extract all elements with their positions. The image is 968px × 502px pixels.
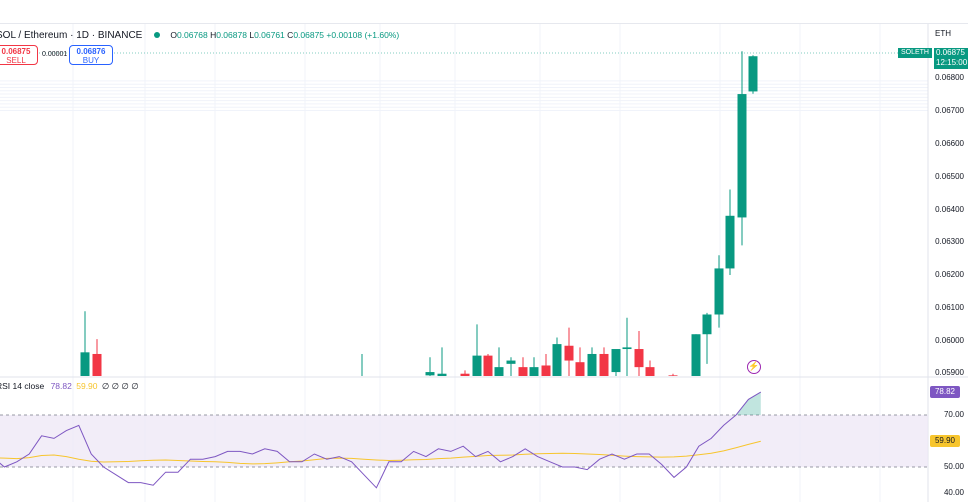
candle-body [80, 352, 90, 376]
buy-label: BUY [82, 56, 100, 65]
price-tick: 0.06400 [935, 205, 964, 214]
buy-price: 0.06876 [76, 47, 106, 56]
candle-body [599, 353, 609, 376]
rsi-value: 78.82 [50, 381, 72, 391]
candle-body [552, 344, 562, 376]
candle-body [437, 373, 447, 376]
rsi-line [0, 391, 762, 489]
symbol-tag: SOLETH [898, 48, 932, 58]
symbol-header: SOL / Ethereum · 1D · BINANCE O0.06768 H… [0, 27, 399, 43]
candle-body [668, 375, 678, 376]
candle-body [702, 314, 712, 335]
candle-body [691, 334, 701, 376]
price-tick: 0.06700 [935, 106, 964, 115]
bar-countdown: 12:15:00 [936, 58, 968, 67]
buy-button[interactable]: 0.06876 BUY [69, 45, 113, 65]
top-divider [0, 23, 968, 24]
market-status-icon [154, 32, 161, 38]
sell-price: 0.06875 [1, 47, 31, 56]
candle-body [541, 365, 551, 376]
current-price: 0.06875 [936, 48, 965, 57]
price-tick: 0.06000 [935, 336, 964, 345]
rsi-tick: 50.00 [943, 462, 964, 471]
ohlc-readout: O0.06768 H0.06878 L0.06761 C0.06875 +0.0… [170, 30, 400, 40]
symbol-title[interactable]: SOL / Ethereum · 1D · BINANCE [0, 29, 143, 41]
candle-body [714, 268, 724, 315]
price-tick: 0.05900 [935, 368, 964, 377]
candle-body [506, 360, 516, 364]
currency-label[interactable]: ETH [935, 29, 951, 38]
candle-body [494, 367, 504, 376]
candle-body [587, 353, 597, 376]
candle-body [564, 345, 574, 361]
rsi-tick: 70.00 [943, 410, 964, 419]
rsi-band [0, 415, 928, 467]
price-tick: 0.06800 [935, 73, 964, 82]
candle-body [645, 367, 655, 376]
candle-body [460, 373, 470, 376]
rsi-value-tag: 78.82 [930, 386, 960, 398]
candle-body [518, 367, 528, 376]
candle-body [634, 349, 644, 368]
candle-body [575, 362, 585, 376]
candle-body [483, 355, 493, 376]
candle-body [472, 355, 482, 376]
rsi-legend[interactable]: RSI 14 close 78.82 59.90 ∅ ∅ ∅ ∅ [0, 381, 139, 392]
current-price-tag: 0.06875 12:15:00 [934, 48, 968, 69]
lightning-icon[interactable]: ⚡ [747, 360, 761, 374]
candle-body [748, 56, 758, 92]
rsi-ma-line [0, 440, 761, 465]
candle-body [622, 347, 632, 350]
rsi-ma-tag: 59.90 [930, 435, 960, 447]
price-tick: 0.06600 [935, 139, 964, 148]
candle-body [358, 384, 367, 385]
candle-body [725, 215, 735, 269]
rsi-null-values: ∅ ∅ ∅ ∅ [101, 381, 139, 391]
candle-body [92, 353, 102, 376]
price-tick: 0.06100 [935, 303, 964, 312]
price-tick: 0.06300 [935, 237, 964, 246]
candles-group [80, 51, 758, 385]
rsi-name: RSI 14 close [0, 381, 45, 391]
candle-body [529, 367, 539, 376]
candle-body [611, 349, 621, 373]
rsi-ma-value: 59.90 [76, 381, 98, 391]
price-tick: 0.06500 [935, 172, 964, 181]
price-tick: 0.06200 [935, 270, 964, 279]
spread-value: 0.00001 [42, 51, 68, 58]
rsi-tick: 40.00 [943, 488, 964, 497]
sell-label: SELL [6, 56, 26, 65]
candle-body [425, 372, 435, 376]
sell-button[interactable]: 0.06875 SELL [0, 45, 38, 65]
candle-body [737, 94, 747, 218]
